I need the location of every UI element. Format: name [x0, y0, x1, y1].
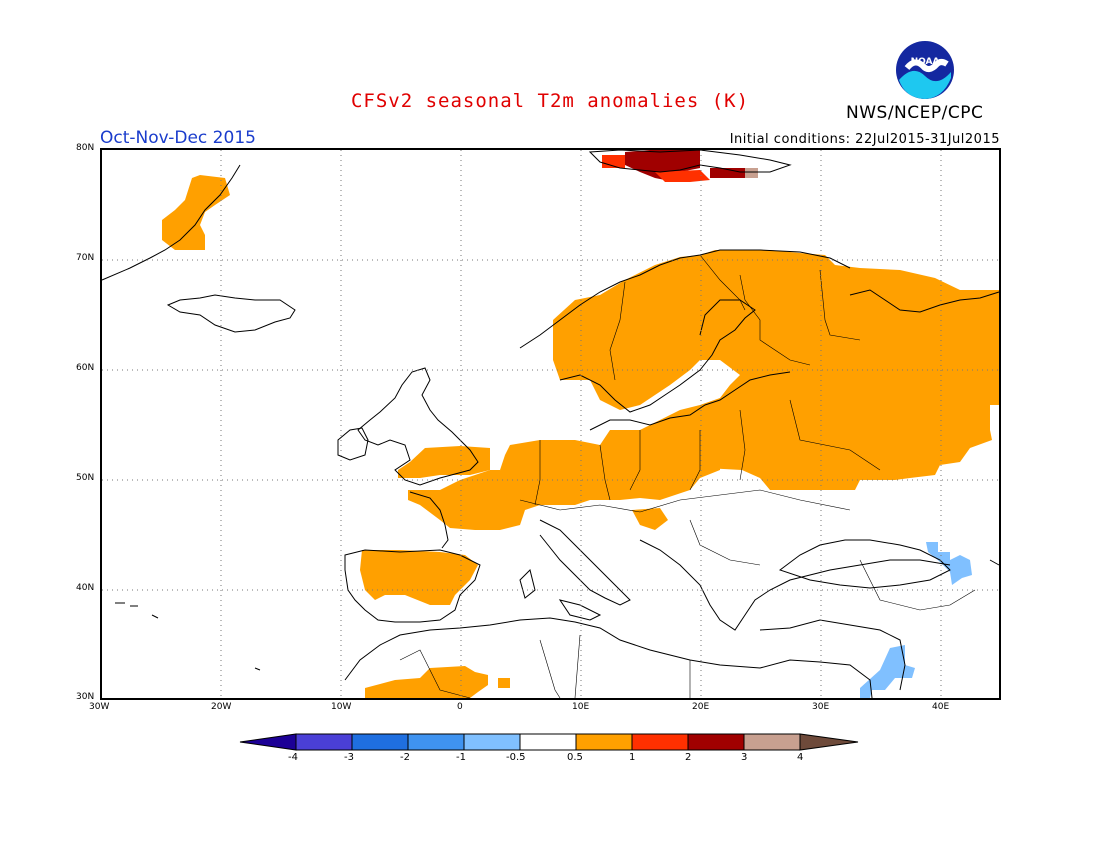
- colorbar-cell: [519, 733, 577, 751]
- anomaly-region-greenland: [162, 175, 230, 250]
- initial-conditions: Initial conditions: 22Jul2015-31Jul2015: [729, 132, 1000, 147]
- lat-tick: 70N: [76, 253, 95, 263]
- lat-tick: 80N: [76, 143, 95, 153]
- noaa-logo-text: NOAA: [911, 57, 940, 67]
- lon-tick: 0: [457, 702, 463, 712]
- lon-tick: 20W: [211, 702, 232, 712]
- colorbar-cell: [351, 733, 409, 751]
- forecast-period: Oct-Nov-Dec 2015: [100, 128, 256, 148]
- map-title: CFSv2 seasonal T2m anomalies (K): [350, 90, 750, 112]
- colorbar-label: 1: [629, 752, 636, 763]
- lat-tick: 30N: [76, 692, 95, 702]
- coastlines: [101, 149, 1000, 699]
- colorbar-label: -0.5: [506, 752, 526, 763]
- anomaly-region-north-africa: [365, 666, 488, 698]
- colorbar-label: -1: [456, 752, 466, 763]
- colorbar-cell: [463, 733, 521, 751]
- svalbard-anomalies: [602, 150, 758, 182]
- lon-tick: 40E: [932, 702, 950, 712]
- colorbar-cell: [239, 733, 297, 751]
- anomaly-region-scandinavia-russia: [553, 250, 999, 490]
- country-borders: [399, 254, 976, 699]
- colorbar-cell: [575, 733, 633, 751]
- anomaly-region-central-europe: [500, 430, 720, 505]
- colorbar-label: 2: [685, 752, 692, 763]
- map-frame: [100, 148, 1001, 700]
- anomaly-region-france: [408, 470, 540, 530]
- lon-tick: 20E: [692, 702, 710, 712]
- lat-tick: 60N: [76, 363, 95, 373]
- lon-tick: 10W: [331, 702, 352, 712]
- lat-tick: 40N: [76, 583, 95, 593]
- lon-tick: 30W: [89, 702, 110, 712]
- colorbar-cell: [631, 733, 689, 751]
- lon-tick: 10E: [572, 702, 590, 712]
- lat-tick: 50N: [76, 473, 95, 483]
- colorbar-cell: [295, 733, 353, 751]
- colorbar-label: 0.5: [567, 752, 583, 763]
- colorbar: [239, 733, 859, 751]
- colorbar-label: -4: [288, 752, 298, 763]
- anomaly-region-north-africa-dot: [498, 678, 510, 688]
- colorbar-cell: [407, 733, 465, 751]
- anomaly-region-uk-south: [398, 446, 490, 478]
- colorbar-label: -2: [400, 752, 410, 763]
- colorbar-cell: [799, 733, 859, 751]
- colorbar-cell: [687, 733, 745, 751]
- agency-label: NWS/NCEP/CPC: [846, 103, 984, 123]
- colorbar-label: 3: [741, 752, 748, 763]
- warm-anomaly-fills: [162, 175, 999, 698]
- cool-anomaly-fills: [860, 542, 972, 698]
- noaa-logo: NOAA: [896, 41, 954, 99]
- anomaly-region-alps: [632, 508, 668, 530]
- colorbar-label: -3: [344, 752, 354, 763]
- colorbar-label: 4: [797, 752, 804, 763]
- anomaly-region-iberia: [360, 550, 478, 605]
- colorbar-cell: [743, 733, 801, 751]
- lon-tick: 30E: [812, 702, 830, 712]
